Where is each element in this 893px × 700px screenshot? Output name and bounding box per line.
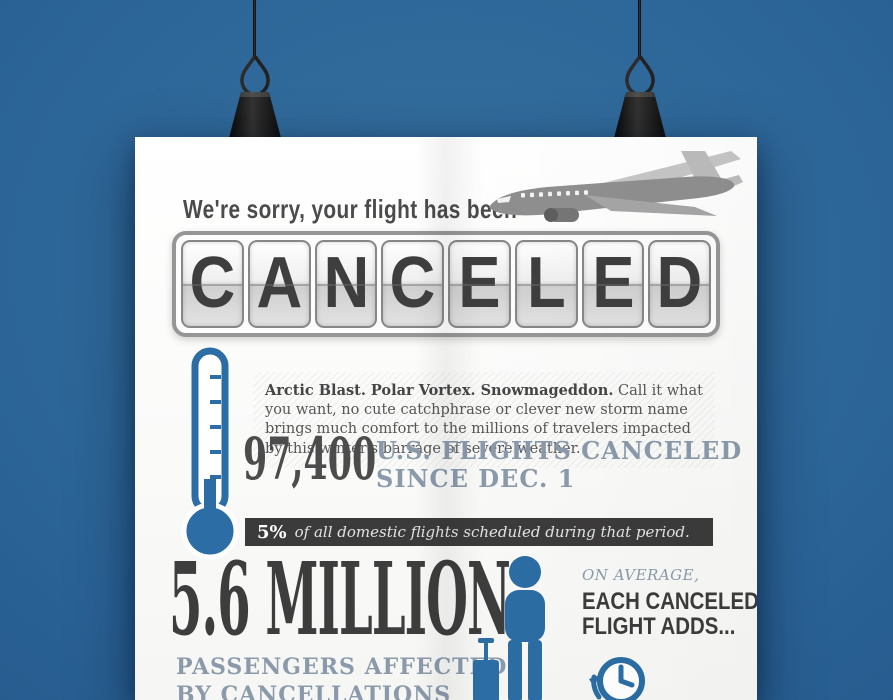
flap-tile: C (381, 240, 444, 328)
flap-tile: L (514, 240, 578, 328)
passengers-label: PASSENGERS AFFECTED BY CANCELLATIONS (176, 653, 507, 700)
flights-canceled-label: U.S. FLIGHTS CANCELED SINCE DEC. 1 (376, 437, 742, 493)
flap-tile: D (648, 240, 711, 328)
flap-tile: A (247, 240, 311, 328)
average-note-big: EACH CANCELED FLIGHT ADDS... (582, 589, 757, 639)
average-note-line3: FLIGHT ADDS... (582, 613, 736, 640)
flap-letter: C (189, 243, 236, 323)
average-note: ON AVERAGE, EACH CANCELED FLIGHT ADDS... (582, 566, 757, 639)
weather-blurb-text: Call it what you want, no cute catchphra… (265, 382, 703, 457)
hanging-string-right (638, 0, 641, 60)
flap-letter: A (256, 243, 303, 323)
average-note-intro: ON AVERAGE, (582, 566, 700, 584)
average-note-line2: EACH CANCELED (582, 588, 757, 615)
passengers-value: 5.6 MILLION (169, 540, 511, 658)
thermometer-icon (181, 347, 239, 560)
flap-letter: E (458, 243, 501, 323)
flap-letter: E (591, 243, 635, 323)
weather-blurb: Arctic Blast. Polar Vortex. Snowmageddon… (253, 371, 715, 469)
clock-icon (589, 657, 645, 700)
flap-letter: C (389, 243, 436, 323)
infographic-poster: We're sorry, your flight has been C A N … (135, 137, 757, 700)
weather-blurb-bold: Arctic Blast. Polar Vortex. Snowmageddon… (265, 381, 614, 399)
flap-tile: E (448, 240, 511, 328)
percent-value: 5% (257, 521, 287, 543)
binder-clip-icon (614, 56, 666, 138)
flap-tile: C (181, 240, 244, 328)
airplane-icon (489, 151, 743, 222)
flap-letter: N (322, 243, 369, 323)
flap-letter: L (526, 243, 566, 323)
suitcase-icon (473, 660, 499, 700)
split-flap-board: C A N C E L E D (172, 231, 720, 337)
hanging-string-left (253, 0, 256, 60)
flights-canceled-label-line2: SINCE DEC. 1 (376, 464, 576, 493)
percent-bar: 5% of all domestic flights scheduled dur… (245, 518, 713, 546)
person-with-suitcase-icon (473, 556, 545, 700)
flap-tile: N (314, 240, 378, 328)
flap-letter: D (656, 243, 703, 323)
passengers-label-line1: PASSENGERS AFFECTED (176, 654, 508, 680)
flights-canceled-value: 97,400 (243, 425, 377, 493)
flights-canceled-label-line1: U.S. FLIGHTS CANCELED (376, 436, 743, 465)
flap-tile: E (581, 240, 645, 328)
percent-text: of all domestic flights scheduled during… (294, 523, 690, 541)
binder-clip-icon (229, 56, 281, 138)
passengers-label-line2: BY CANCELLATIONS (176, 682, 452, 700)
intro-heading: We're sorry, your flight has been (183, 194, 518, 224)
